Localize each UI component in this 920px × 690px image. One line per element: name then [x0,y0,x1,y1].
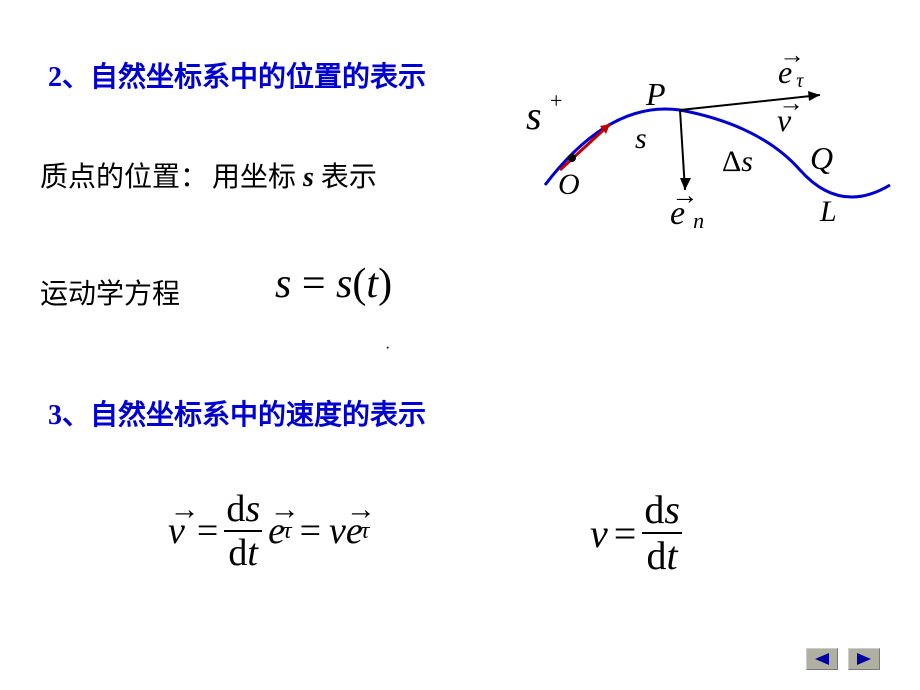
nav-buttons [806,648,880,670]
label-Q: Q [810,140,833,177]
point-O [568,154,576,162]
heading-3-text: 自然坐标系中的速度的表示 [90,400,426,431]
e-tau-e: e [778,54,792,90]
ve-term: → ve [329,509,363,553]
eq-s-of-t: s = s(t) [275,260,392,308]
eq-sign-2: = [300,509,321,553]
use-coord-prefix: 用坐标 [212,162,303,193]
label-s-small: s [635,122,647,156]
vec-e-1: e [268,509,285,553]
prev-button[interactable] [806,648,838,670]
label-P: P [646,76,666,113]
frac-ds-dt-1: ddss dt [224,490,262,572]
label-e-n: e n [670,195,704,234]
eq-paren-r: ) [378,261,392,307]
delta-s-s: s [741,145,753,178]
heading-3: 3、自然坐标系中的速度的表示 [48,393,426,433]
diagram-svg [520,40,900,250]
heading-2-text: 自然坐标系中的位置的表示 [90,62,426,93]
heading-2: 2、自然坐标系中的位置的表示 [48,55,426,95]
diagram: s + O P s e τ v Δs Q e n L [520,40,900,250]
eq-rhs-s: s [336,261,352,307]
use-coord-suffix: 表示 [314,162,377,193]
red-arrow-line [560,124,610,170]
eq-sign-1: = [197,509,218,553]
use-coord-text: 用坐标 s 表示 [212,155,377,195]
label-O: O [558,168,580,202]
heading-3-num: 3、 [48,400,90,431]
heading-2-num: 2、 [48,62,90,93]
next-button[interactable] [848,648,880,670]
eq-lhs: s [275,261,291,307]
eq-var-t: t [366,261,378,307]
eq-sign-3: = [614,510,637,557]
label-L: L [820,195,837,229]
label-plus: + [550,88,562,114]
label-v-vec: v [777,102,920,139]
label-s-big: s [526,92,542,139]
prev-icon [815,653,829,665]
e-n-e: e [670,195,685,232]
use-coord-var: s [303,162,314,193]
vec-v-1: v [168,509,185,553]
e-n-sub: n [693,208,704,233]
label-delta-s: Δs [722,145,753,179]
dot: · [385,340,390,358]
v-scalar: v [590,510,608,557]
next-icon [857,653,871,665]
formula-v-dsdt: v = ds dt [590,490,682,576]
position-label: 质点的位置： [40,155,208,195]
eq-paren-l: ( [352,261,366,307]
kinematics-label: 运动学方程 [40,272,180,312]
frac-ds-dt-2: ds dt [642,490,682,576]
formula-v-etau: v = ddss dt eτ = → ve τ [168,490,369,572]
eq-mid: = [291,261,336,307]
